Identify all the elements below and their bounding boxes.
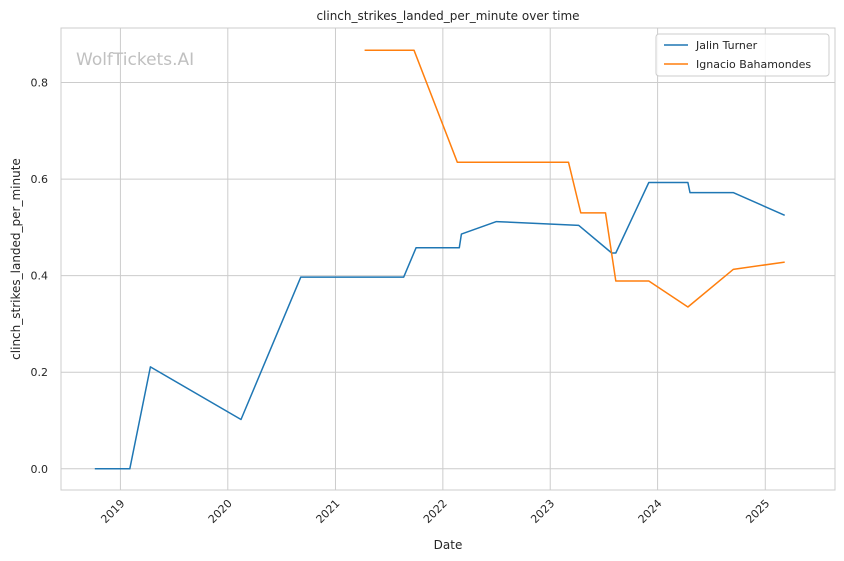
legend: Jalin Turner Ignacio Bahamondes bbox=[655, 33, 830, 77]
y-tick-label: 0.4 bbox=[31, 270, 49, 283]
y-tick-label: 0.8 bbox=[31, 77, 49, 90]
legend-label-jalin-turner: Jalin Turner bbox=[695, 39, 758, 52]
legend-label-ignacio-bahamondes: Ignacio Bahamondes bbox=[696, 58, 811, 71]
legend-box bbox=[655, 33, 830, 77]
x-tick-label: 2023 bbox=[528, 497, 557, 526]
y-tick-label: 0.0 bbox=[31, 463, 49, 476]
series-line-0 bbox=[94, 181, 786, 470]
y-tick-label: 0.6 bbox=[31, 173, 49, 186]
plot-frame bbox=[60, 27, 836, 491]
x-tick-label: 2024 bbox=[636, 497, 665, 526]
x-tick-label: 2020 bbox=[206, 497, 235, 526]
y-axis-title: clinch_strikes_landed_per_minute bbox=[9, 158, 23, 360]
x-tick-label: 2022 bbox=[421, 497, 450, 526]
series-line-1 bbox=[364, 49, 785, 308]
watermark: WolfTickets.AI bbox=[76, 50, 194, 70]
y-tick-labels: 0.0 0.2 0.4 0.6 0.8 bbox=[31, 77, 49, 476]
x-tick-label: 2025 bbox=[743, 497, 772, 526]
x-tick-label: 2019 bbox=[98, 497, 127, 526]
grid-lines bbox=[61, 28, 835, 490]
x-tick-labels: 2019 2020 2021 2022 2023 2024 2025 bbox=[98, 497, 772, 526]
x-axis-title: Date bbox=[434, 538, 463, 552]
chart-title: clinch_strikes_landed_per_minute over ti… bbox=[316, 9, 579, 23]
y-tick-label: 0.2 bbox=[31, 366, 49, 379]
x-tick-label: 2021 bbox=[314, 497, 343, 526]
series-lines bbox=[94, 49, 786, 470]
